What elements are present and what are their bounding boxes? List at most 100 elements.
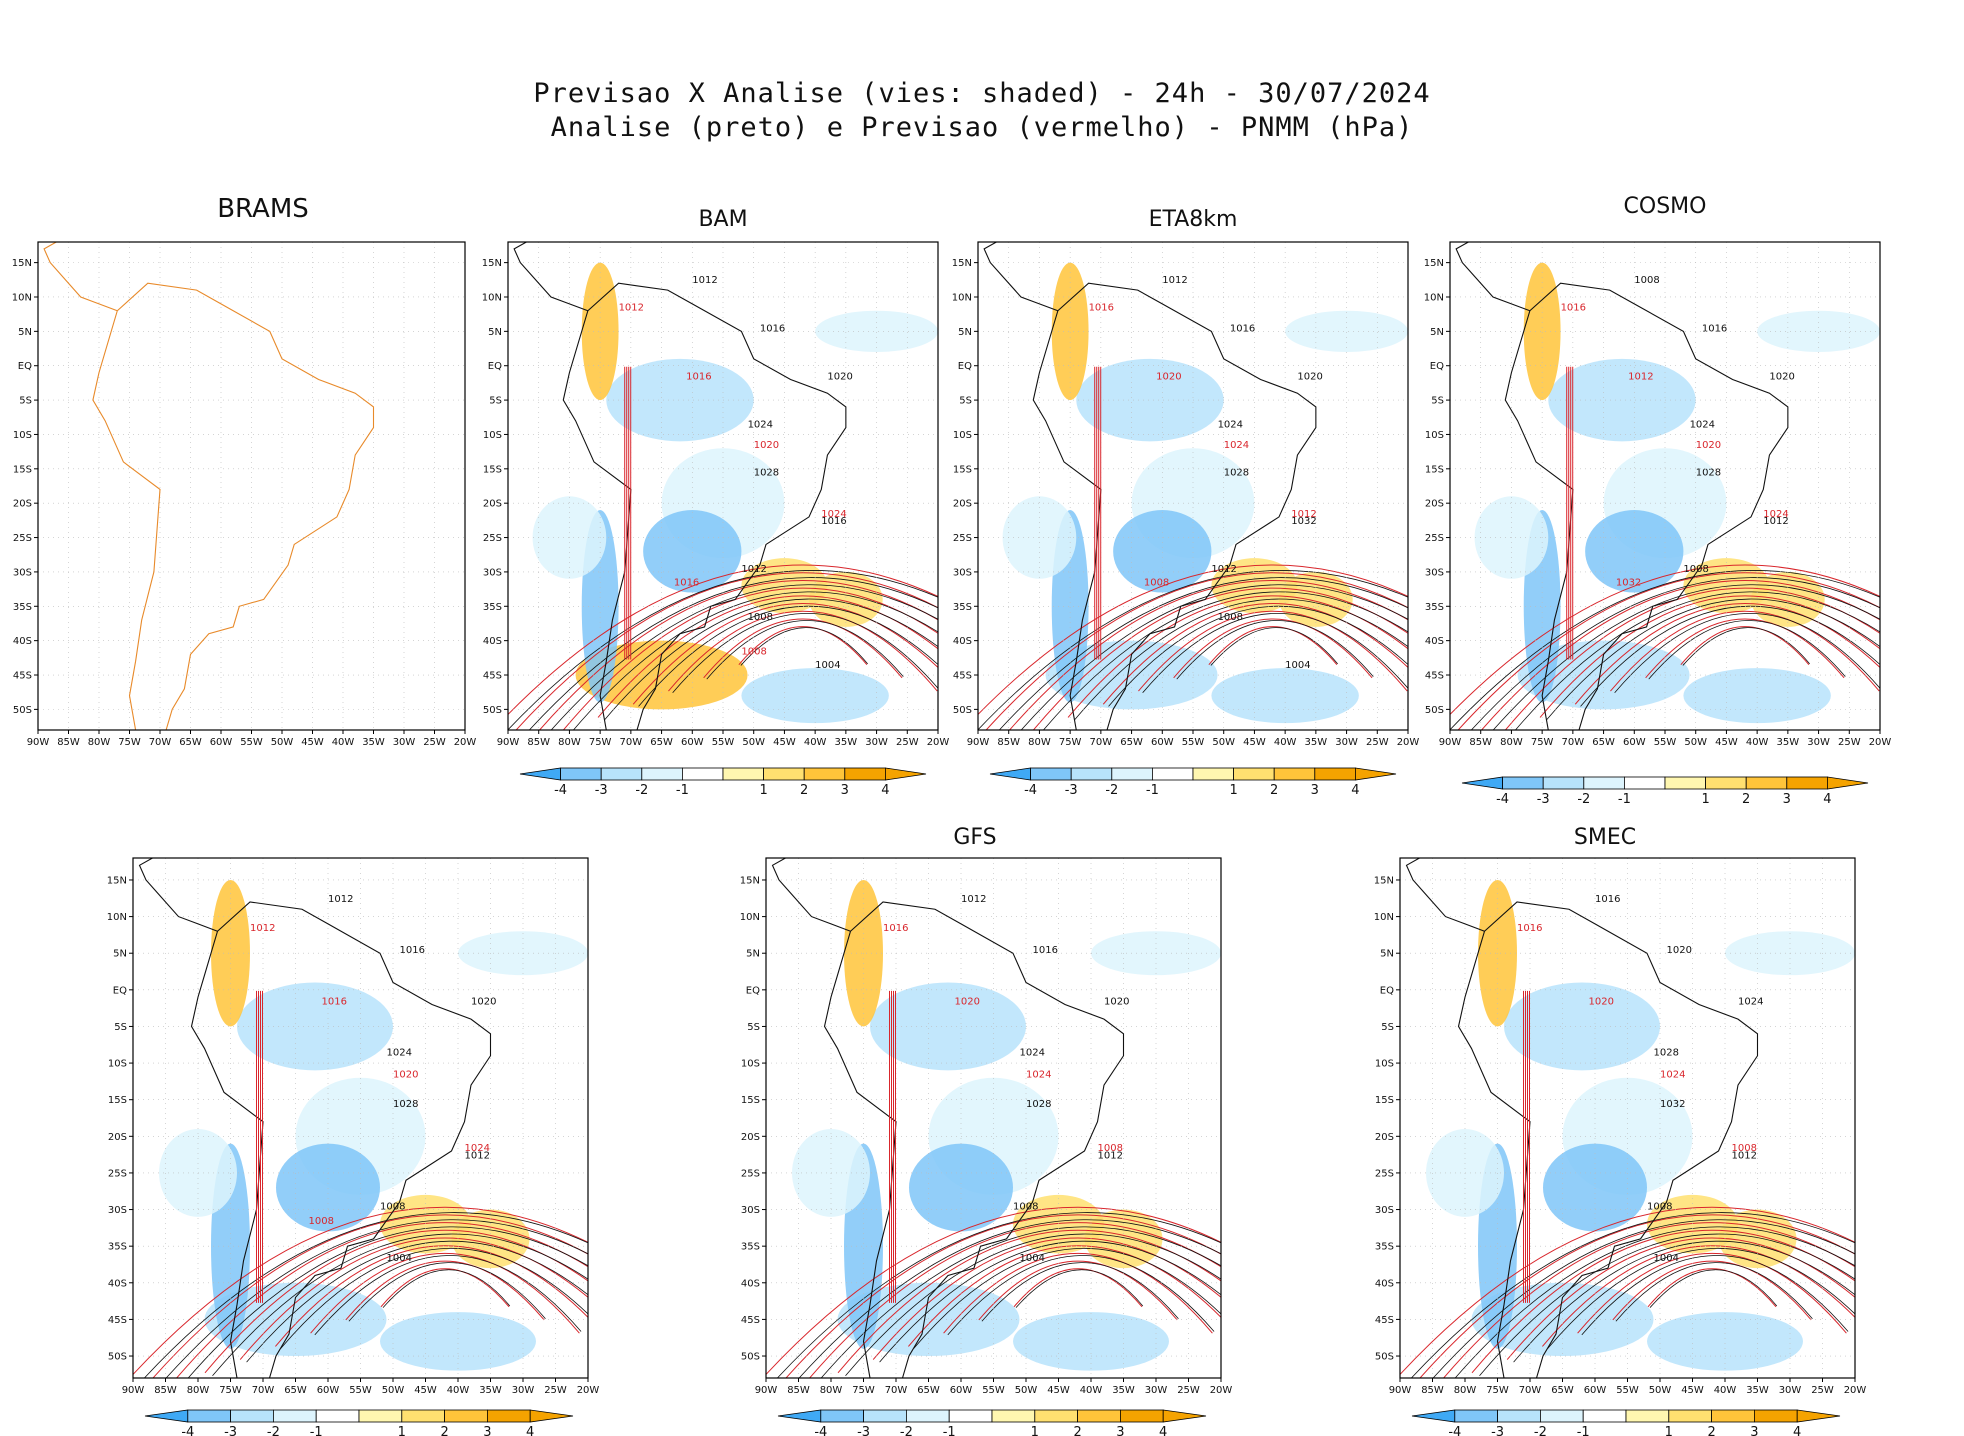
coastline xyxy=(92,282,375,730)
colorbar-label: -3 xyxy=(224,1425,237,1436)
lat-tick-label: 50S xyxy=(1375,1352,1394,1363)
analysis-isobar xyxy=(573,591,938,730)
lat-tick-label: 35S xyxy=(483,602,502,613)
forecast-contour-label: 1020 xyxy=(955,996,980,1007)
forecast-contour-label: 1024 xyxy=(821,509,846,520)
colorbar-swatch xyxy=(1542,776,1585,790)
analysis-isobar xyxy=(1176,620,1374,680)
lon-tick-label: 30W xyxy=(1145,1385,1168,1396)
forecast-isobar xyxy=(872,1237,1221,1360)
colorbar-label: -3 xyxy=(1065,783,1078,798)
analysis-contour-label: 1012 xyxy=(1732,1150,1757,1161)
lon-tick-label: 60W xyxy=(1584,1385,1607,1396)
colorbar-label: -4 xyxy=(1448,1425,1461,1436)
analysis-contour-label: 1008 xyxy=(1013,1202,1038,1213)
lat-tick-label: 15S xyxy=(953,464,972,475)
lat-tick-label: 45S xyxy=(108,1315,127,1326)
panel-brams: 90W 85W 80W 75W 70W 65W 60W 55W 50W 45W 40W 35W 30W 2… xyxy=(12,241,477,748)
forecast-contour-label: 1024 xyxy=(1224,440,1249,451)
lon-tick-label: 65W xyxy=(1592,737,1615,748)
forecast-isobar xyxy=(1102,603,1408,705)
analysis-contour-label: 1028 xyxy=(393,1099,418,1110)
analysis-contour-label: 1012 xyxy=(1162,275,1187,286)
analysis-contour-label: 1016 xyxy=(1033,945,1058,956)
lon-tick-label: 85W xyxy=(1421,1385,1444,1396)
lon-tick-label: 45W xyxy=(1681,1385,1704,1396)
colorbar-swatch xyxy=(1583,776,1625,790)
bias-shading xyxy=(1076,358,1224,442)
colorbar-swatch xyxy=(1192,767,1234,781)
lat-tick-label: 10N xyxy=(482,292,502,303)
analysis-contour-label: 1012 xyxy=(1211,564,1236,575)
analysis-isobar xyxy=(212,1233,588,1377)
colorbar-swatch xyxy=(230,1409,274,1423)
analysis-contour-label: 1012 xyxy=(692,275,717,286)
bias-shading xyxy=(643,510,742,593)
lon-tick-label: 45W xyxy=(1243,737,1266,748)
analysis-isobar xyxy=(1432,1219,1855,1378)
analysis-isobar xyxy=(1515,591,1880,730)
analysis-contour-label: 1008 xyxy=(1634,275,1659,286)
bias-shading xyxy=(815,310,938,352)
analysis-isobar xyxy=(1108,605,1408,707)
analysis-contour-label: 1008 xyxy=(748,612,773,623)
lon-tick-label: 85W xyxy=(997,737,1020,748)
lat-tick-label: 15S xyxy=(108,1095,127,1106)
forecast-isobar xyxy=(380,1268,510,1308)
forecast-isobar xyxy=(766,1206,1221,1376)
forecast-isobar xyxy=(1645,618,1845,679)
analysis-isobar xyxy=(1450,570,1880,730)
colorbar-label: 1 xyxy=(398,1425,406,1436)
lon-tick-label: 60W xyxy=(210,737,233,748)
colorbar-label: 4 xyxy=(526,1425,534,1436)
colorbar: -4 -3 -2 -1 1 2 3 4 xyxy=(1411,1409,1841,1436)
lon-tick-label: 60W xyxy=(950,1385,973,1396)
forecast-contour-label: 1012 xyxy=(619,303,644,314)
lon-tick-label: 65W xyxy=(1551,1385,1574,1396)
analysis-contour-label: 1004 xyxy=(1285,660,1310,671)
colorbar-label: -2 xyxy=(1105,783,1118,798)
analysis-contour-label: 1024 xyxy=(1218,420,1243,431)
lat-tick-label: 10S xyxy=(483,430,502,441)
colorbar-label: -1 xyxy=(310,1425,323,1436)
lon-tick-label: 80W xyxy=(187,1385,210,1396)
forecast-contour-label: 1008 xyxy=(1732,1143,1757,1154)
lon-tick-label: 80W xyxy=(820,1385,843,1396)
analysis-isobar xyxy=(1210,627,1338,666)
colorbar-label: -4 xyxy=(814,1425,827,1436)
bias-shading xyxy=(1683,668,1831,724)
colorbar-swatch xyxy=(948,1409,993,1423)
panel-title-eta8km: ETA8km xyxy=(1148,207,1238,232)
analysis-contour-label: 1024 xyxy=(748,420,773,431)
lon-tick-label: 80W xyxy=(1500,737,1523,748)
colorbar-swatch xyxy=(1497,1409,1541,1423)
bias-shading xyxy=(1113,510,1212,593)
analysis-isobar xyxy=(314,1255,582,1336)
forecast-isobar xyxy=(562,587,938,730)
lon-tick-label: 90W xyxy=(1439,737,1462,748)
analysis-isobar xyxy=(508,570,938,730)
analysis-contour-label: 1020 xyxy=(1667,945,1692,956)
colorbar-swatch xyxy=(906,1409,950,1423)
lon-tick-label: 35W xyxy=(1746,1385,1769,1396)
colorbar-label: -4 xyxy=(181,1425,194,1436)
lat-tick-label: 10S xyxy=(953,430,972,441)
lat-tick-label: 5S xyxy=(489,396,502,407)
lat-tick-label: EQ xyxy=(488,361,502,372)
forecast-isobar xyxy=(837,1229,1221,1374)
lon-tick-label: 20W xyxy=(454,737,477,748)
lat-tick-label: 30S xyxy=(483,567,502,578)
lat-tick-label: 45S xyxy=(953,671,972,682)
forecast-isobar xyxy=(1471,1229,1855,1374)
forecast-contour-label: 1008 xyxy=(309,1216,334,1227)
lat-tick-label: 5S xyxy=(747,1022,760,1033)
lon-tick-label: 70W xyxy=(1519,1385,1542,1396)
colorbar-label: 3 xyxy=(841,783,849,798)
lon-tick-label: 40W xyxy=(447,1385,470,1396)
lat-tick-label: 35S xyxy=(1375,1242,1394,1253)
colorbar-swatch xyxy=(272,1409,317,1423)
figure-title-line1: Previsao X Analise (vies: shaded) - 24h … xyxy=(533,78,1431,109)
colorbar-label: -2 xyxy=(1577,792,1590,807)
analysis-contour-label: 1004 xyxy=(387,1253,412,1264)
analysis-isobar xyxy=(1581,1255,1849,1336)
